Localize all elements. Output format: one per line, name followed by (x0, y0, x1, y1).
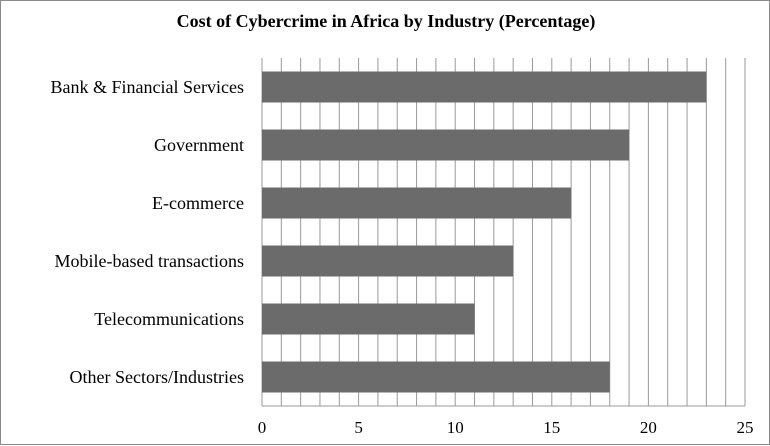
bar (262, 245, 514, 277)
bar (262, 187, 572, 219)
x-tick-label: 25 (737, 418, 754, 437)
x-tick-label: 10 (447, 418, 464, 437)
category-label: Mobile-based transactions (55, 251, 244, 271)
category-label: Bank & Financial Services (51, 77, 244, 97)
bar (262, 361, 610, 393)
x-tick-label: 0 (258, 418, 267, 437)
category-label: Government (154, 135, 244, 155)
category-label: E-commerce (152, 193, 244, 213)
category-label: Other Sectors/Industries (70, 367, 244, 387)
x-tick-label: 15 (543, 418, 560, 437)
x-tick-label: 20 (640, 418, 657, 437)
bar (262, 71, 707, 103)
category-label: Telecommunications (94, 309, 244, 329)
bar (262, 129, 630, 161)
chart-title: Cost of Cybercrime in Africa by Industry… (176, 11, 596, 31)
x-tick-label: 5 (354, 418, 363, 437)
bar (262, 303, 475, 335)
